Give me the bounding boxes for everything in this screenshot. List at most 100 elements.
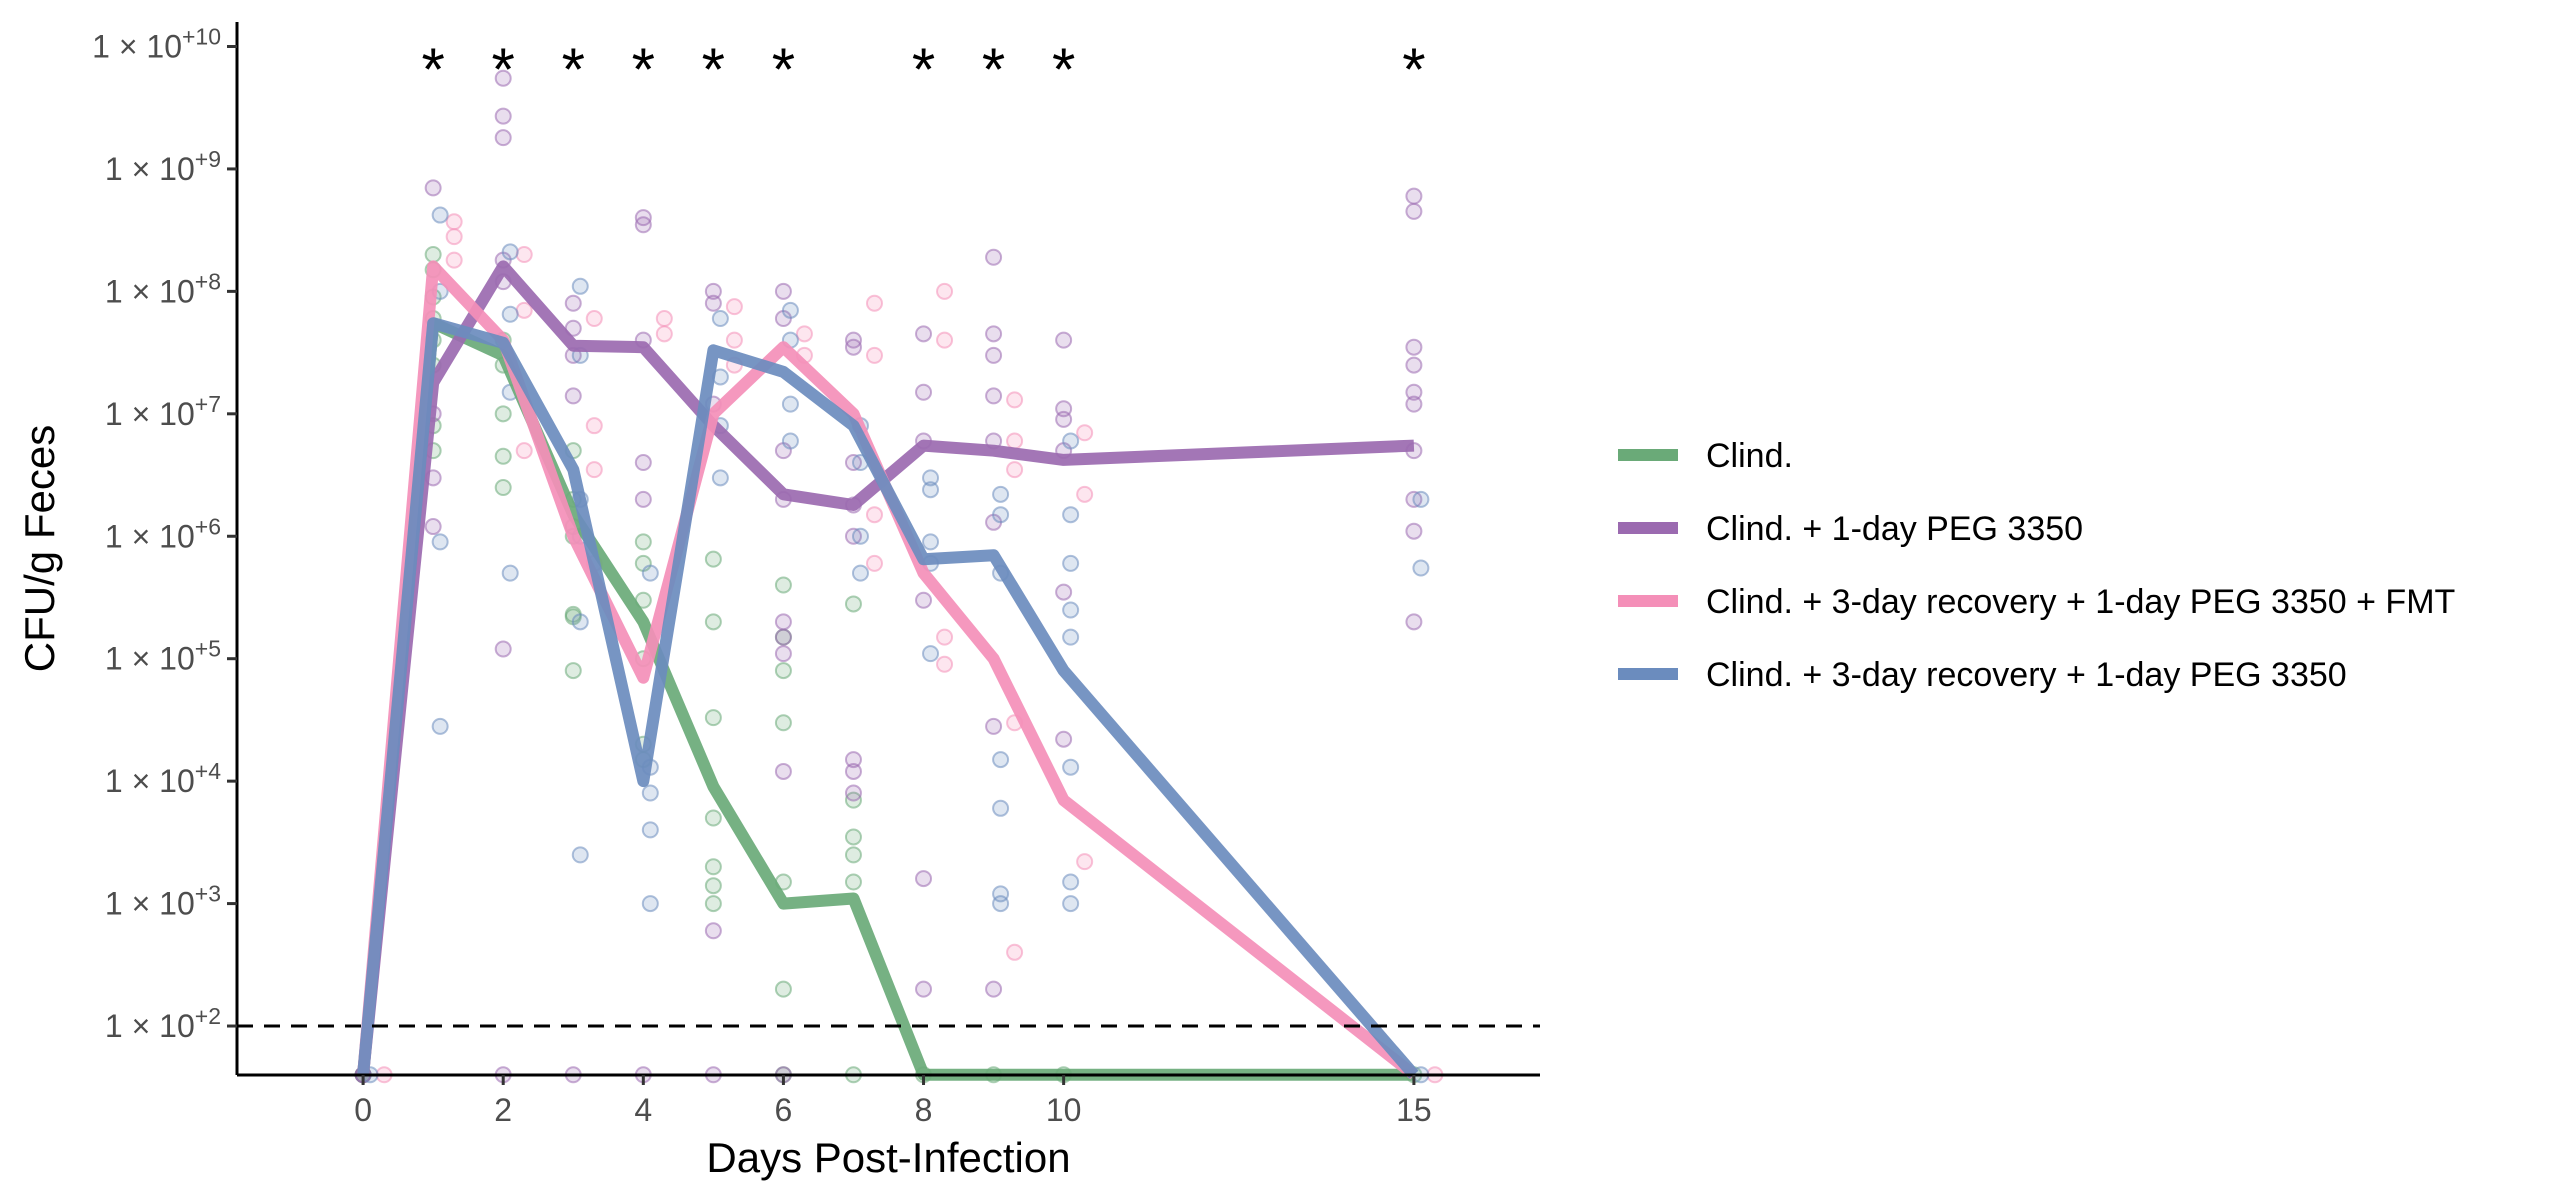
data-point-clind-3-day-recovery-1-day-peg-3350-fmt bbox=[585, 310, 603, 328]
y-axis-title: CFU/g Feces bbox=[16, 425, 63, 672]
data-point-clind-1-day-peg-3350 bbox=[1055, 410, 1073, 428]
data-point-clind-1-day-peg-3350 bbox=[985, 980, 1003, 998]
data-point-clind-3-day-recovery-1-day-peg-3350-fmt bbox=[655, 325, 673, 343]
data-point-clind-1-day-peg-3350 bbox=[564, 294, 582, 312]
significance-asterisk: * bbox=[772, 36, 795, 103]
data-point-clind-1-day-peg-3350 bbox=[985, 325, 1003, 343]
x-axis-ticks: 0 2 4 6 8 10 15 bbox=[354, 1075, 1432, 1128]
data-point-clind-3-day-recovery-1-day-peg-3350-fmt bbox=[445, 213, 463, 231]
data-point-clind bbox=[774, 714, 792, 732]
data-point-clind-3-day-recovery-1-day-peg-3350 bbox=[641, 895, 659, 913]
data-point-clind-3-day-recovery-1-day-peg-3350 bbox=[711, 310, 729, 328]
median-lines-layer bbox=[357, 260, 1419, 1081]
legend-label: Clind. + 3-day recovery + 1-day PEG 3350… bbox=[1706, 583, 2455, 621]
data-point-clind-3-day-recovery-1-day-peg-3350 bbox=[641, 821, 659, 839]
significance-asterisk: * bbox=[562, 36, 585, 103]
series-line-clind-3-day-recovery-1-day-peg-3350 bbox=[357, 317, 1419, 1079]
data-point-clind bbox=[634, 533, 652, 551]
data-point-clind-1-day-peg-3350 bbox=[915, 980, 933, 998]
data-point-clind-1-day-peg-3350 bbox=[844, 784, 862, 802]
data-point-clind-3-day-recovery-1-day-peg-3350-fmt bbox=[936, 331, 954, 349]
data-point-clind-1-day-peg-3350 bbox=[424, 179, 442, 197]
data-point-clind-1-day-peg-3350 bbox=[844, 751, 862, 769]
x-tick-label: 8 bbox=[915, 1092, 933, 1128]
data-point-clind-3-day-recovery-1-day-peg-3350-fmt bbox=[445, 251, 463, 269]
data-point-clind-1-day-peg-3350 bbox=[494, 640, 512, 658]
data-point-clind-3-day-recovery-1-day-peg-3350-fmt bbox=[515, 246, 533, 264]
y-tick-label: 1 × 10+5 bbox=[105, 636, 221, 677]
data-point-clind-3-day-recovery-1-day-peg-3350 bbox=[851, 564, 869, 582]
significance-asterisk: * bbox=[982, 36, 1005, 103]
data-point-clind bbox=[774, 980, 792, 998]
data-point-clind-3-day-recovery-1-day-peg-3350 bbox=[992, 751, 1010, 769]
y-tick-label: 1 × 10+7 bbox=[105, 391, 221, 432]
y-tick-label: 1 × 10+2 bbox=[105, 1003, 221, 1044]
data-point-clind-1-day-peg-3350 bbox=[774, 282, 792, 300]
data-point-clind-3-day-recovery-1-day-peg-3350 bbox=[641, 564, 659, 582]
data-points-layer bbox=[354, 69, 1444, 1084]
data-point-clind-1-day-peg-3350 bbox=[494, 69, 512, 87]
data-point-clind bbox=[494, 479, 512, 497]
data-point-clind-3-day-recovery-1-day-peg-3350 bbox=[431, 533, 449, 551]
data-point-clind bbox=[704, 613, 722, 631]
data-point-clind-3-day-recovery-1-day-peg-3350 bbox=[1062, 628, 1080, 646]
x-axis-title: Days Post-Infection bbox=[706, 1134, 1070, 1181]
axes bbox=[235, 22, 1540, 1077]
data-point-clind-3-day-recovery-1-day-peg-3350 bbox=[992, 895, 1010, 913]
y-tick-label: 1 × 10+10 bbox=[92, 23, 221, 64]
series-line-clind-3-day-recovery-1-day-peg-3350-fmt bbox=[357, 260, 1418, 1080]
x-tick-label: 10 bbox=[1046, 1092, 1082, 1128]
data-point-clind bbox=[774, 662, 792, 680]
data-point-clind-3-day-recovery-1-day-peg-3350-fmt bbox=[445, 228, 463, 246]
data-point-clind-1-day-peg-3350 bbox=[1405, 338, 1423, 356]
data-point-clind bbox=[494, 405, 512, 423]
data-point-clind-3-day-recovery-1-day-peg-3350 bbox=[571, 277, 589, 295]
data-point-clind-3-day-recovery-1-day-peg-3350 bbox=[1062, 506, 1080, 524]
data-point-clind-3-day-recovery-1-day-peg-3350 bbox=[1062, 554, 1080, 572]
x-tick-label: 15 bbox=[1396, 1092, 1432, 1128]
data-point-clind-3-day-recovery-1-day-peg-3350 bbox=[571, 613, 589, 631]
significance-asterisk: * bbox=[1052, 36, 1075, 103]
data-point-clind-1-day-peg-3350 bbox=[1405, 187, 1423, 205]
data-point-clind bbox=[494, 447, 512, 465]
data-point-clind-1-day-peg-3350 bbox=[1055, 730, 1073, 748]
data-point-clind-3-day-recovery-1-day-peg-3350 bbox=[501, 305, 519, 323]
significance-asterisk: * bbox=[912, 36, 935, 103]
data-point-clind-3-day-recovery-1-day-peg-3350 bbox=[571, 846, 589, 864]
data-point-clind-3-day-recovery-1-day-peg-3350-fmt bbox=[1006, 391, 1024, 409]
data-point-clind-3-day-recovery-1-day-peg-3350 bbox=[1062, 873, 1080, 891]
data-point-clind-3-day-recovery-1-day-peg-3350 bbox=[781, 301, 799, 319]
x-tick-label: 0 bbox=[354, 1092, 372, 1128]
data-point-clind-1-day-peg-3350 bbox=[985, 717, 1003, 735]
data-point-clind bbox=[424, 246, 442, 264]
data-point-clind-3-day-recovery-1-day-peg-3350-fmt bbox=[1006, 432, 1024, 450]
data-point-clind-1-day-peg-3350 bbox=[634, 490, 652, 508]
significance-asterisk: * bbox=[702, 36, 725, 103]
data-point-clind-3-day-recovery-1-day-peg-3350-fmt bbox=[1076, 485, 1094, 503]
data-point-clind-3-day-recovery-1-day-peg-3350-fmt bbox=[585, 417, 603, 435]
data-point-clind-1-day-peg-3350 bbox=[634, 216, 652, 234]
data-point-clind-1-day-peg-3350 bbox=[985, 387, 1003, 405]
data-point-clind-3-day-recovery-1-day-peg-3350-fmt bbox=[585, 461, 603, 479]
data-point-clind-3-day-recovery-1-day-peg-3350 bbox=[1062, 758, 1080, 776]
data-point-clind-1-day-peg-3350 bbox=[1055, 583, 1073, 601]
data-point-clind-3-day-recovery-1-day-peg-3350 bbox=[781, 432, 799, 450]
data-point-clind-1-day-peg-3350 bbox=[774, 645, 792, 663]
data-point-clind-1-day-peg-3350 bbox=[774, 628, 792, 646]
data-point-clind-1-day-peg-3350 bbox=[424, 518, 442, 536]
data-point-clind-1-day-peg-3350 bbox=[704, 922, 722, 940]
data-point-clind-3-day-recovery-1-day-peg-3350 bbox=[501, 564, 519, 582]
legend-label: Clind. + 1-day PEG 3350 bbox=[1706, 510, 2083, 548]
data-point-clind-3-day-recovery-1-day-peg-3350 bbox=[992, 506, 1010, 524]
data-point-clind-3-day-recovery-1-day-peg-3350 bbox=[431, 717, 449, 735]
y-tick-label: 1 × 10+8 bbox=[105, 268, 221, 309]
data-point-clind-3-day-recovery-1-day-peg-3350-fmt bbox=[725, 298, 743, 316]
data-point-clind-1-day-peg-3350 bbox=[1405, 522, 1423, 540]
y-tick-label: 1 × 10+9 bbox=[105, 146, 221, 187]
series-line-clind-1-day-peg-3350 bbox=[357, 260, 1415, 1076]
data-point-clind-1-day-peg-3350 bbox=[1405, 202, 1423, 220]
data-point-clind-3-day-recovery-1-day-peg-3350-fmt bbox=[655, 310, 673, 328]
data-point-clind-3-day-recovery-1-day-peg-3350 bbox=[851, 527, 869, 545]
data-point-clind-1-day-peg-3350 bbox=[915, 383, 933, 401]
data-point-clind-3-day-recovery-1-day-peg-3350-fmt bbox=[515, 442, 533, 460]
